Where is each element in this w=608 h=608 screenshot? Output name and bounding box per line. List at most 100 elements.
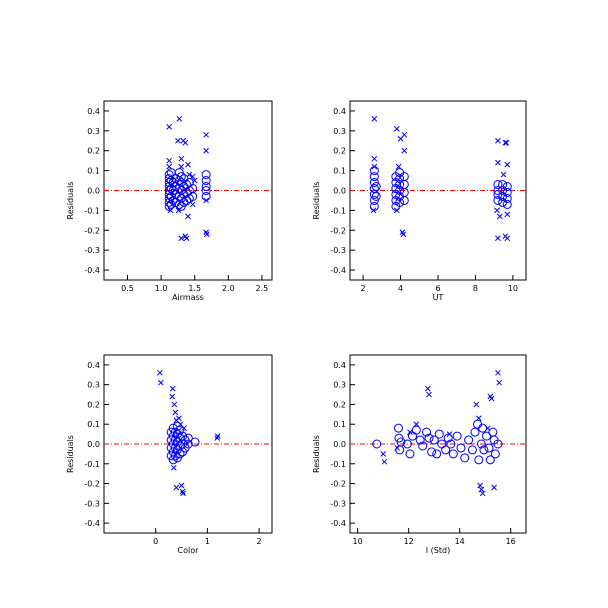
panel-1-airmass-cross-point — [178, 155, 185, 162]
panel-4-i-std-circle-point — [488, 427, 498, 437]
panel-2-ut-ytick-label: 0.4 — [333, 107, 346, 116]
panel-2-ut-cross-point — [400, 231, 407, 238]
panel-4-i-std-circle-point — [432, 449, 442, 459]
panel-1-airmass-cross-point — [203, 147, 209, 154]
panel-3-color-ytick-label: 0.3 — [87, 381, 100, 390]
panel-3-color-ytick-label: 0.4 — [87, 361, 100, 370]
panel-4-i-std-cross-point — [381, 458, 388, 465]
panel-1-airmass-circle-point — [164, 170, 174, 180]
panel-4-i-std-cross-point — [496, 379, 503, 386]
panel-4-i-std-cross-point — [484, 425, 491, 432]
panel-1-airmass-circle-point — [201, 170, 211, 180]
panel-3-color-cross-point — [158, 379, 164, 386]
panel-4-i-std-circle-point — [485, 455, 495, 465]
panel-3-color-cross-point — [173, 484, 180, 491]
panel-4-i-std-xtick-label: 16 — [506, 537, 516, 546]
panel-2-ut-xtick-label: 6 — [435, 284, 440, 293]
panel-3-color-cross-point — [178, 482, 185, 489]
panel-3-color-ytick-label: -0.3 — [84, 499, 100, 508]
panel-2-ut-ytick-label: 0.1 — [333, 167, 346, 176]
panel-2-ut-xtick-label: 4 — [398, 284, 403, 293]
panel-3-color-x-axis-label: Color — [178, 546, 200, 555]
panel-4-i-std-cross-point — [479, 490, 486, 497]
panel-4-i-std-circle-point — [448, 449, 458, 459]
panel-2-ut-circle-point — [395, 186, 405, 195]
panel-3-color-cross-point — [179, 488, 186, 495]
panel-1-airmass-circle-point — [176, 172, 186, 182]
panel-4-i-std-circle-point — [424, 433, 434, 443]
panel-3-color-circle-point — [190, 437, 200, 447]
panel-4-i-std-cross-point — [426, 391, 432, 398]
panel-1-airmass-cross-point — [203, 197, 209, 204]
panel-4-i-std-circle-point — [452, 431, 462, 441]
panel-4-i-std-cross-point — [473, 401, 480, 408]
panel-1-airmass-circle-point — [188, 184, 198, 194]
panel-1-airmass-ytick-label: 0.0 — [87, 187, 100, 196]
panel-3-color-cross-point — [172, 409, 179, 416]
panel-3-color-circle-point — [170, 427, 180, 437]
panel-3-color-cross-point — [180, 490, 186, 497]
panel-3-color-cross-point — [156, 369, 163, 376]
panel-1-airmass-ytick-label: -0.1 — [84, 206, 100, 215]
panel-3-color-circle-point — [183, 433, 193, 443]
panel-2-ut-circle-point — [493, 180, 503, 190]
panel-4-i-std-ytick-label: -0.1 — [330, 460, 346, 469]
panel-3-color-cross-point — [181, 425, 187, 432]
panel-2-ut-ytick-label: -0.2 — [330, 226, 346, 235]
panel-4-i-std-cross-point — [424, 385, 431, 392]
panel-4-i-std-circle-point — [474, 455, 484, 465]
panel-3-color-ytick-label: 0.0 — [87, 440, 100, 449]
panel-2-ut-cross-point — [371, 116, 378, 122]
panel-1-airmass-cross-point — [175, 137, 181, 144]
panel-2-ut-cross-point — [502, 139, 509, 146]
panel-3-color-xtick-label: 0 — [153, 537, 158, 546]
panel-4-i-std-cross-point — [413, 421, 420, 428]
panel-4-i-std: -0.4 -0.3 -0.2 -0.1 0.0 0.1 0.2 0.3 0.4 10 12 14 16 I… — [312, 354, 527, 555]
panel-2-ut-circle-point — [502, 193, 512, 203]
panel-1-airmass-cross-point — [189, 201, 196, 208]
panel-4-i-std-circle-point — [372, 439, 382, 449]
panel-4-i-std-circle-point — [460, 453, 470, 463]
panel-1-airmass-cross-point — [167, 207, 174, 214]
panel-2-ut-ytick-label: 0.3 — [333, 127, 346, 136]
panel-2-ut-circle-point — [371, 191, 381, 201]
panel-2-ut-circle-point — [369, 178, 379, 188]
panel-3-color-y-axis-label: Residuals — [66, 435, 75, 473]
panel-4-i-std-cross-point — [491, 484, 497, 491]
panel-2-ut-ytick-label: 0.2 — [333, 147, 346, 156]
panel-4-i-std-cross-point — [407, 429, 413, 435]
panel-4-i-std-ytick-label: 0.0 — [333, 440, 346, 449]
panel-1-airmass-circle-point — [201, 176, 211, 186]
panel-2-ut-circle-point — [498, 180, 508, 190]
panel-3-color-ytick-label: 0.1 — [87, 420, 100, 429]
panel-2-ut-circle-point — [369, 195, 379, 205]
panel-3-color-xtick-label: 1 — [205, 537, 210, 546]
panel-1-airmass-cross-point — [166, 157, 173, 164]
panel-1-airmass-cross-point — [203, 131, 209, 138]
panel-4-i-std-circle-point — [407, 431, 417, 441]
panel-1-airmass: -0.4 -0.3 -0.2 -0.1 0.0 0.1 0.2 0.3 0.4 0.5 1.0 1.5… — [66, 100, 273, 302]
panel-1-airmass-ytick-label: -0.3 — [84, 246, 100, 255]
panel-1-airmass-cross-point — [183, 235, 190, 242]
panel-3-color-xtick-label: 2 — [257, 537, 262, 546]
panel-4-i-std-circle-point — [478, 423, 488, 433]
panel-2-ut-cross-point — [401, 147, 408, 154]
panel-4-i-std-circle-point — [418, 441, 428, 451]
panel-4-i-std-circle-point — [441, 445, 451, 455]
panel-2-ut-circle-point — [369, 172, 379, 182]
panel-4-i-std-circle-point — [467, 445, 477, 455]
panel-3-color-ytick-label: -0.1 — [84, 460, 100, 469]
panel-2-ut-circle-point — [395, 174, 405, 184]
panel-1-airmass-xtick-label: 1.0 — [155, 284, 168, 293]
panel-1-airmass-xtick-label: 2.0 — [222, 284, 235, 293]
panel-2-ut-cross-point — [495, 137, 501, 144]
panel-4-i-std-circle-point — [415, 435, 425, 445]
panel-4-i-std-circle-point — [476, 439, 486, 449]
panel-2-ut-xtick-label: 10 — [508, 284, 518, 293]
panel-2-ut-cross-point — [504, 211, 511, 218]
panel-4-i-std-xtick-label: 12 — [404, 537, 414, 546]
panel-4-i-std-xtick-label: 10 — [353, 537, 363, 546]
panel-1-airmass-circle-point — [201, 182, 211, 192]
panel-2-ut-xtick-label: 8 — [473, 284, 478, 293]
